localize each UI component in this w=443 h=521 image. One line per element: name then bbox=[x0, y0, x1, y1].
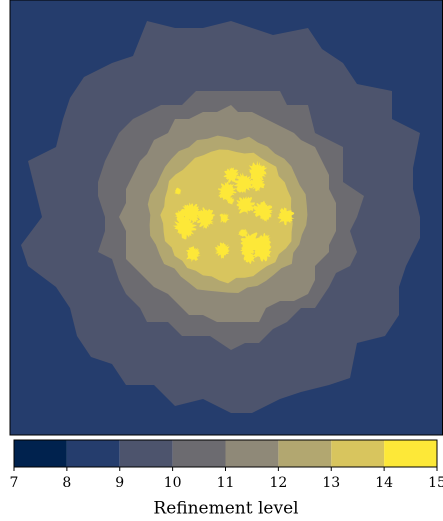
level-region bbox=[236, 196, 255, 215]
colorbar-tick-label: 8 bbox=[62, 475, 71, 491]
level-region bbox=[217, 181, 237, 201]
level-region bbox=[214, 242, 230, 259]
colorbar-tick-label: 12 bbox=[269, 475, 287, 491]
level-region bbox=[240, 243, 255, 258]
level-region bbox=[248, 160, 268, 182]
level-region bbox=[196, 207, 216, 226]
colorbar-segment bbox=[278, 440, 332, 467]
level-region bbox=[249, 175, 265, 192]
level-region bbox=[277, 207, 295, 226]
colorbar-tick-label: 14 bbox=[375, 475, 393, 491]
colorbar-segment bbox=[66, 440, 120, 467]
colorbar-tick-label: 13 bbox=[322, 475, 340, 491]
colorbar-tick-label: 7 bbox=[10, 475, 19, 491]
colorbar-segment bbox=[225, 440, 279, 467]
level-region bbox=[233, 172, 253, 194]
level-region bbox=[172, 215, 198, 240]
level-region bbox=[219, 213, 230, 223]
level-region bbox=[226, 197, 235, 205]
level-region bbox=[185, 246, 201, 263]
colorbar-tick-label: 10 bbox=[164, 475, 182, 491]
colorbar-segment bbox=[14, 440, 67, 467]
colorbar-tick-label: 15 bbox=[428, 475, 443, 491]
level-region bbox=[223, 167, 239, 183]
colorbar-segment bbox=[119, 440, 173, 467]
colorbar-tick-label: 9 bbox=[115, 475, 124, 491]
level-region bbox=[238, 228, 248, 237]
level-region bbox=[259, 208, 272, 222]
colorbar-label: Refinement level bbox=[153, 499, 298, 519]
level-region bbox=[258, 233, 271, 247]
colorbar-tick-label: 11 bbox=[217, 475, 235, 491]
colorbar-segment bbox=[331, 440, 385, 467]
level-region bbox=[174, 187, 182, 195]
colorbar-segment bbox=[384, 440, 437, 467]
colorbar-segment bbox=[172, 440, 226, 467]
level-region bbox=[240, 232, 263, 255]
